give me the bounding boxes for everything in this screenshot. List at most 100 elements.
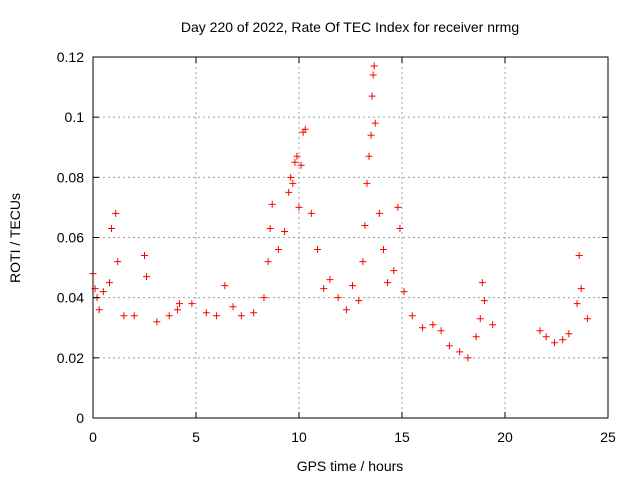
x-tick-label: 5 (192, 429, 200, 445)
data-point (95, 306, 103, 314)
data-point (297, 161, 305, 169)
plot-area-border (92, 56, 609, 419)
data-point (472, 333, 480, 341)
data-point (489, 321, 497, 329)
data-point (250, 309, 258, 317)
chart-title: Day 220 of 2022, Rate Of TEC Index for r… (181, 19, 519, 35)
y-tick-label: 0.08 (57, 169, 84, 185)
data-point (437, 327, 445, 335)
data-point (176, 300, 184, 308)
data-point (281, 227, 289, 235)
data-point (301, 125, 309, 133)
data-point (112, 209, 120, 217)
data-point (408, 312, 416, 320)
data-point (429, 321, 437, 329)
data-point (334, 294, 342, 302)
y-axis-label: ROTI / TECUs (7, 193, 23, 283)
y-tick-label: 0.12 (57, 49, 84, 65)
data-point (213, 312, 221, 320)
data-point (202, 309, 210, 317)
data-point (550, 339, 558, 347)
data-point (188, 300, 196, 308)
data-point (260, 294, 268, 302)
data-point (326, 276, 334, 284)
data-point (293, 152, 301, 160)
data-point (359, 258, 367, 266)
data-point (295, 203, 303, 211)
data-point (221, 282, 229, 290)
data-point (370, 62, 378, 70)
data-point (173, 306, 181, 314)
data-point (583, 315, 591, 323)
data-point (143, 273, 151, 281)
y-tick-label: 0.02 (57, 350, 84, 366)
data-point (268, 200, 276, 208)
data-point (266, 224, 274, 232)
x-axis-label: GPS time / hours (297, 458, 404, 474)
data-point (476, 315, 484, 323)
data-point (114, 258, 122, 266)
y-tick-label: 0.1 (65, 109, 85, 125)
data-point (396, 224, 404, 232)
data-point (307, 209, 315, 217)
data-point (320, 285, 328, 293)
data-point (367, 131, 375, 139)
data-point (314, 246, 322, 254)
data-point (349, 282, 357, 290)
data-point (365, 152, 373, 160)
data-point (99, 288, 107, 296)
data-points (89, 62, 591, 362)
data-point (361, 221, 369, 229)
gridlines (93, 57, 608, 418)
data-point (229, 303, 237, 311)
data-point (363, 179, 371, 187)
data-point (237, 312, 245, 320)
data-point (379, 246, 387, 254)
data-point (130, 312, 138, 320)
x-tick-label: 15 (394, 429, 410, 445)
data-point (285, 188, 293, 196)
data-point (384, 279, 392, 287)
data-point (577, 285, 585, 293)
data-point (456, 348, 464, 356)
data-point (371, 119, 379, 127)
data-point (165, 312, 173, 320)
data-point (105, 279, 113, 287)
data-point (120, 312, 128, 320)
x-tick-label: 25 (600, 429, 616, 445)
data-point (445, 342, 453, 350)
axis-ticks: 0 5 10 15 20 25 0 0.02 0.04 0.06 0.08 0.1 0.12 (57, 49, 616, 445)
data-point (264, 258, 272, 266)
data-point (419, 324, 427, 332)
data-point (289, 179, 297, 187)
x-tick-label: 0 (89, 429, 97, 445)
x-tick-label: 20 (497, 429, 513, 445)
data-point (542, 333, 550, 341)
data-point (369, 71, 377, 79)
data-point (390, 267, 398, 275)
data-point (287, 173, 295, 181)
data-point (342, 306, 350, 314)
x-tick-label: 10 (291, 429, 307, 445)
data-point (559, 336, 567, 344)
y-tick-label: 0 (76, 410, 84, 426)
data-point (368, 92, 376, 100)
data-point (375, 209, 383, 217)
data-point (575, 252, 583, 260)
data-point (480, 297, 488, 305)
data-point (108, 224, 116, 232)
data-point (291, 158, 299, 166)
data-point (573, 300, 581, 308)
data-point (400, 288, 408, 296)
data-point (478, 279, 486, 287)
y-tick-label: 0.04 (57, 290, 84, 306)
y-tick-label: 0.06 (57, 230, 84, 246)
data-point (355, 297, 363, 305)
data-point (536, 327, 544, 335)
data-point (565, 330, 573, 338)
data-point (141, 252, 148, 260)
data-point (394, 203, 402, 211)
data-point (153, 318, 161, 326)
